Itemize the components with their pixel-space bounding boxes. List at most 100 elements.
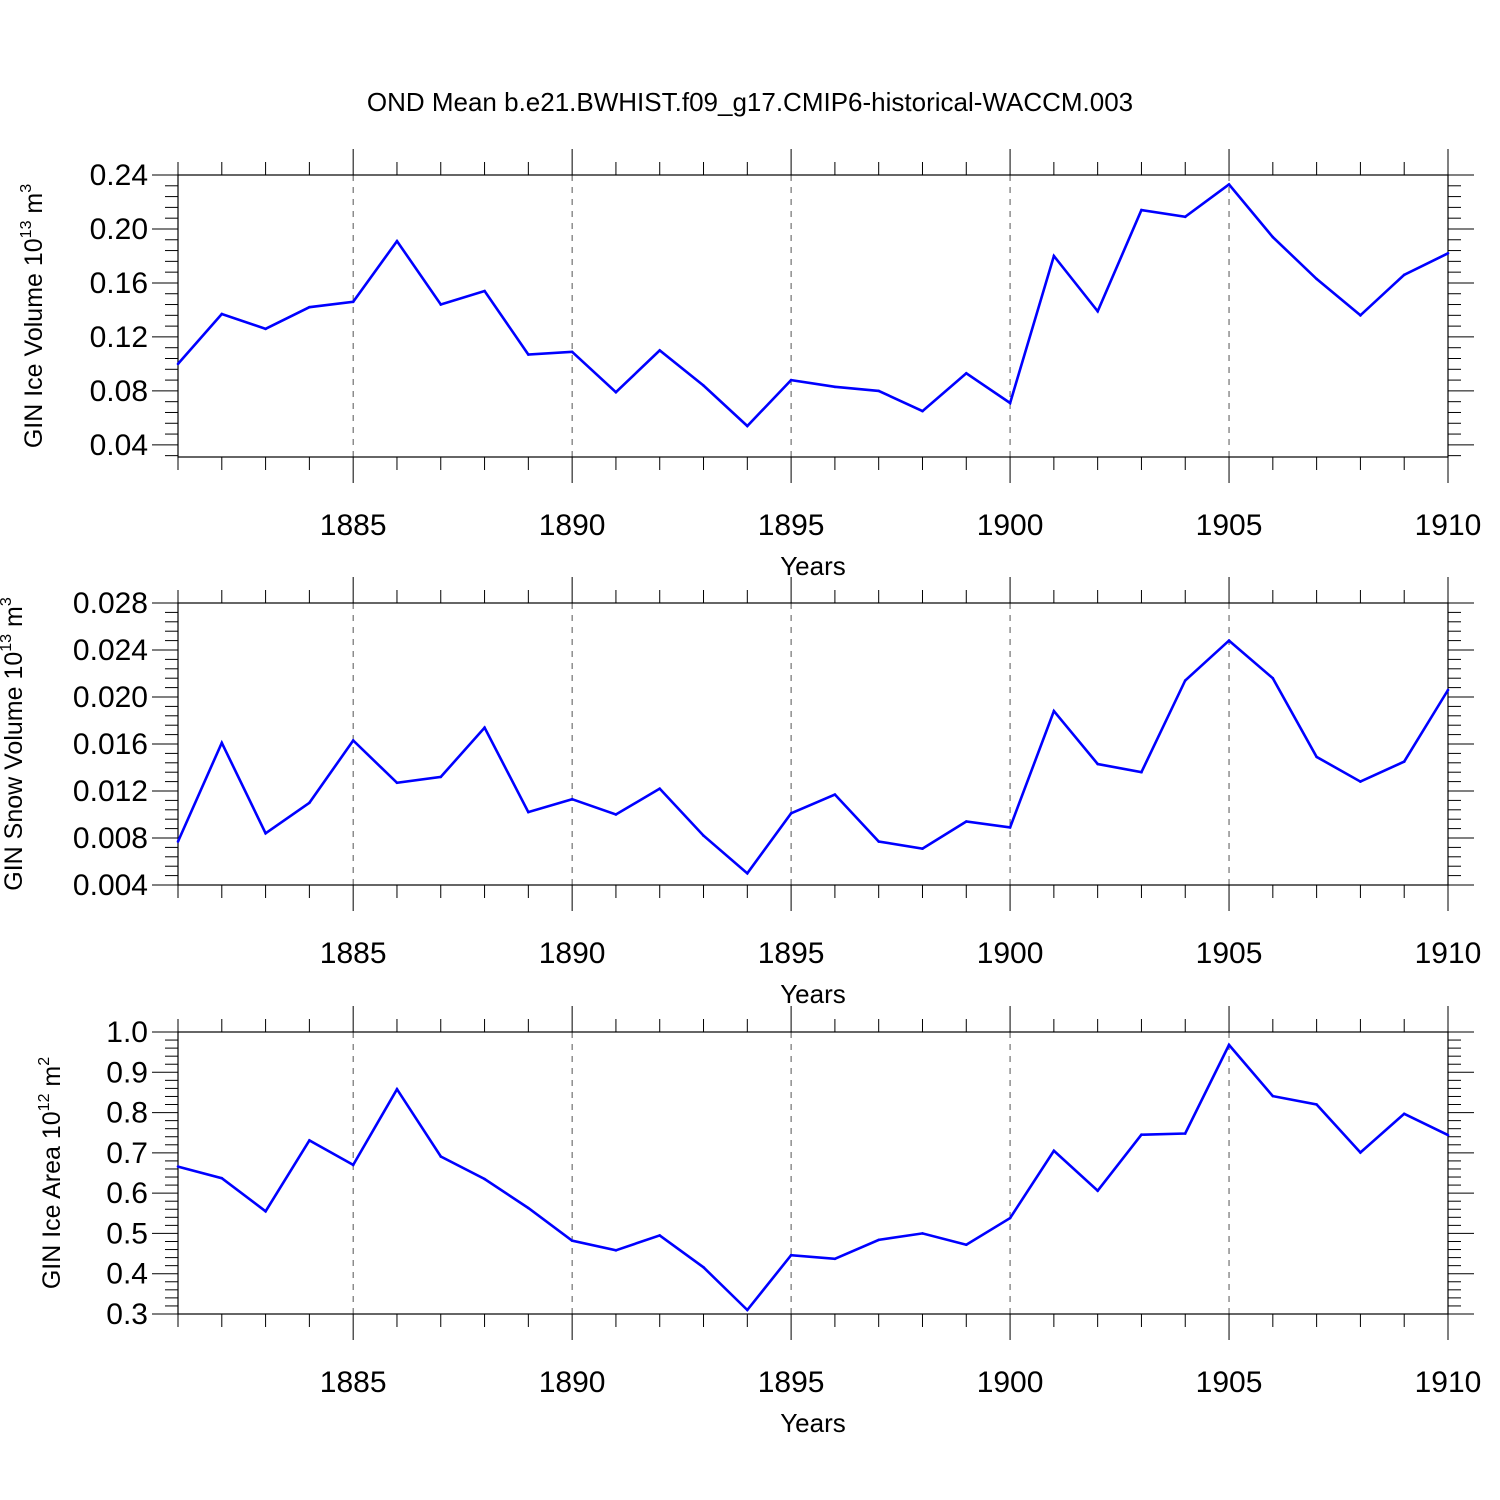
series-line xyxy=(176,638,1450,876)
y-axis-label-unit-exponent: 2 xyxy=(36,1057,53,1066)
y-tick-label: 0.7 xyxy=(106,1137,148,1170)
data-point xyxy=(570,797,574,801)
y-axis-label-exponent: 13 xyxy=(0,634,15,652)
data-point xyxy=(527,353,530,356)
y-axis-label: GIN Ice Volume 1013 m3 xyxy=(18,184,48,448)
plot-frame xyxy=(177,602,1449,886)
data-point xyxy=(264,832,267,835)
data-point xyxy=(1315,277,1318,281)
y-tick-label: 0.16 xyxy=(90,267,148,300)
y-axis-label-unit-exponent: 3 xyxy=(18,184,35,193)
data-point xyxy=(1227,1043,1231,1047)
x-axis-label: Years xyxy=(780,1408,846,1438)
data-point xyxy=(483,726,486,729)
x-tick-label: 1885 xyxy=(320,509,387,542)
data-point xyxy=(570,350,574,354)
data-point xyxy=(1140,770,1143,774)
data-point xyxy=(483,289,486,293)
data-point xyxy=(921,409,924,413)
data-point xyxy=(1315,755,1318,759)
data-point xyxy=(1008,1216,1012,1220)
x-tick-label: 1905 xyxy=(1196,1366,1263,1399)
data-point xyxy=(789,812,793,815)
data-point xyxy=(1096,1189,1099,1193)
data-point xyxy=(220,1176,224,1180)
y-axis-label: GIN Snow Volume 1013 m3 xyxy=(0,597,28,891)
data-point xyxy=(264,1209,267,1213)
data-point xyxy=(1008,401,1012,405)
data-point xyxy=(833,793,837,796)
data-point xyxy=(921,847,924,850)
x-tick-label: 1900 xyxy=(977,509,1044,542)
x-axis-label: Years xyxy=(780,979,846,1009)
x-tick-label: 1890 xyxy=(539,937,606,970)
x-tick-label: 1890 xyxy=(539,509,606,542)
data-point xyxy=(658,787,662,790)
y-tick-label: 0.008 xyxy=(73,822,148,855)
data-point xyxy=(1271,1094,1275,1098)
plot-frame xyxy=(177,174,1449,458)
data-point xyxy=(308,801,311,805)
data-point xyxy=(220,312,224,316)
data-point xyxy=(570,1239,574,1242)
y-tick-label: 0.4 xyxy=(106,1258,148,1291)
data-point xyxy=(439,1155,443,1158)
data-point xyxy=(1402,760,1406,763)
data-point xyxy=(1402,273,1406,277)
data-point xyxy=(746,871,749,875)
x-tick-label: 1885 xyxy=(320,1366,387,1399)
y-tick-label: 0.5 xyxy=(106,1217,148,1250)
y-axis-label-exponent: 13 xyxy=(18,220,35,238)
y-axis-label-unit-exponent: 3 xyxy=(0,597,15,606)
y-tick-label: 0.04 xyxy=(90,429,148,462)
y-tick-label: 0.020 xyxy=(73,681,148,714)
y-tick-label: 0.3 xyxy=(106,1298,148,1331)
x-tick-label: 1905 xyxy=(1196,509,1263,542)
y-tick-label: 0.012 xyxy=(73,775,148,808)
data-point xyxy=(1052,1149,1056,1153)
data-point xyxy=(746,1308,749,1312)
x-tick-label: 1895 xyxy=(758,1366,825,1399)
x-tick-label: 1910 xyxy=(1415,509,1482,542)
data-point xyxy=(483,1177,486,1181)
data-point xyxy=(351,300,355,304)
data-point xyxy=(877,1238,880,1242)
data-point xyxy=(833,385,837,389)
data-point xyxy=(176,1165,180,1168)
data-point xyxy=(964,820,968,823)
y-axis-label-exponent: 12 xyxy=(36,1093,53,1111)
data-point xyxy=(1359,314,1362,317)
y-axis-label-text: GIN Ice Area 10 xyxy=(38,1111,66,1289)
data-point xyxy=(702,834,705,837)
data-point xyxy=(1446,251,1450,255)
data-point xyxy=(1359,780,1362,783)
x-tick-label: 1885 xyxy=(320,937,387,970)
data-point xyxy=(789,1253,793,1257)
y-axis-label-text: GIN Ice Volume 10 xyxy=(20,238,48,448)
data-point xyxy=(964,372,968,375)
x-tick-label: 1905 xyxy=(1196,937,1263,970)
x-tick-label: 1910 xyxy=(1415,1366,1482,1399)
y-tick-label: 0.20 xyxy=(90,213,148,246)
y-tick-label: 0.024 xyxy=(73,634,148,667)
data-point xyxy=(1446,1133,1450,1137)
data-point xyxy=(439,303,443,306)
y-tick-label: 0.12 xyxy=(90,321,148,354)
y-tick-label: 0.016 xyxy=(73,728,148,761)
data-point xyxy=(702,384,705,387)
data-point xyxy=(527,1206,530,1210)
x-tick-label: 1910 xyxy=(1415,937,1482,970)
data-point xyxy=(1183,1132,1187,1135)
data-point xyxy=(1052,254,1056,258)
y-tick-label: 0.9 xyxy=(106,1056,148,1089)
data-point xyxy=(351,739,355,742)
y-tick-label: 0.24 xyxy=(90,159,148,192)
data-point xyxy=(1183,679,1187,682)
data-point xyxy=(1271,676,1275,680)
series-line xyxy=(177,182,1449,428)
y-tick-label: 1.0 xyxy=(106,1016,148,1049)
data-point xyxy=(833,1257,837,1261)
data-point xyxy=(351,1163,355,1167)
data-point xyxy=(1402,1112,1406,1116)
data-point xyxy=(1227,639,1231,642)
